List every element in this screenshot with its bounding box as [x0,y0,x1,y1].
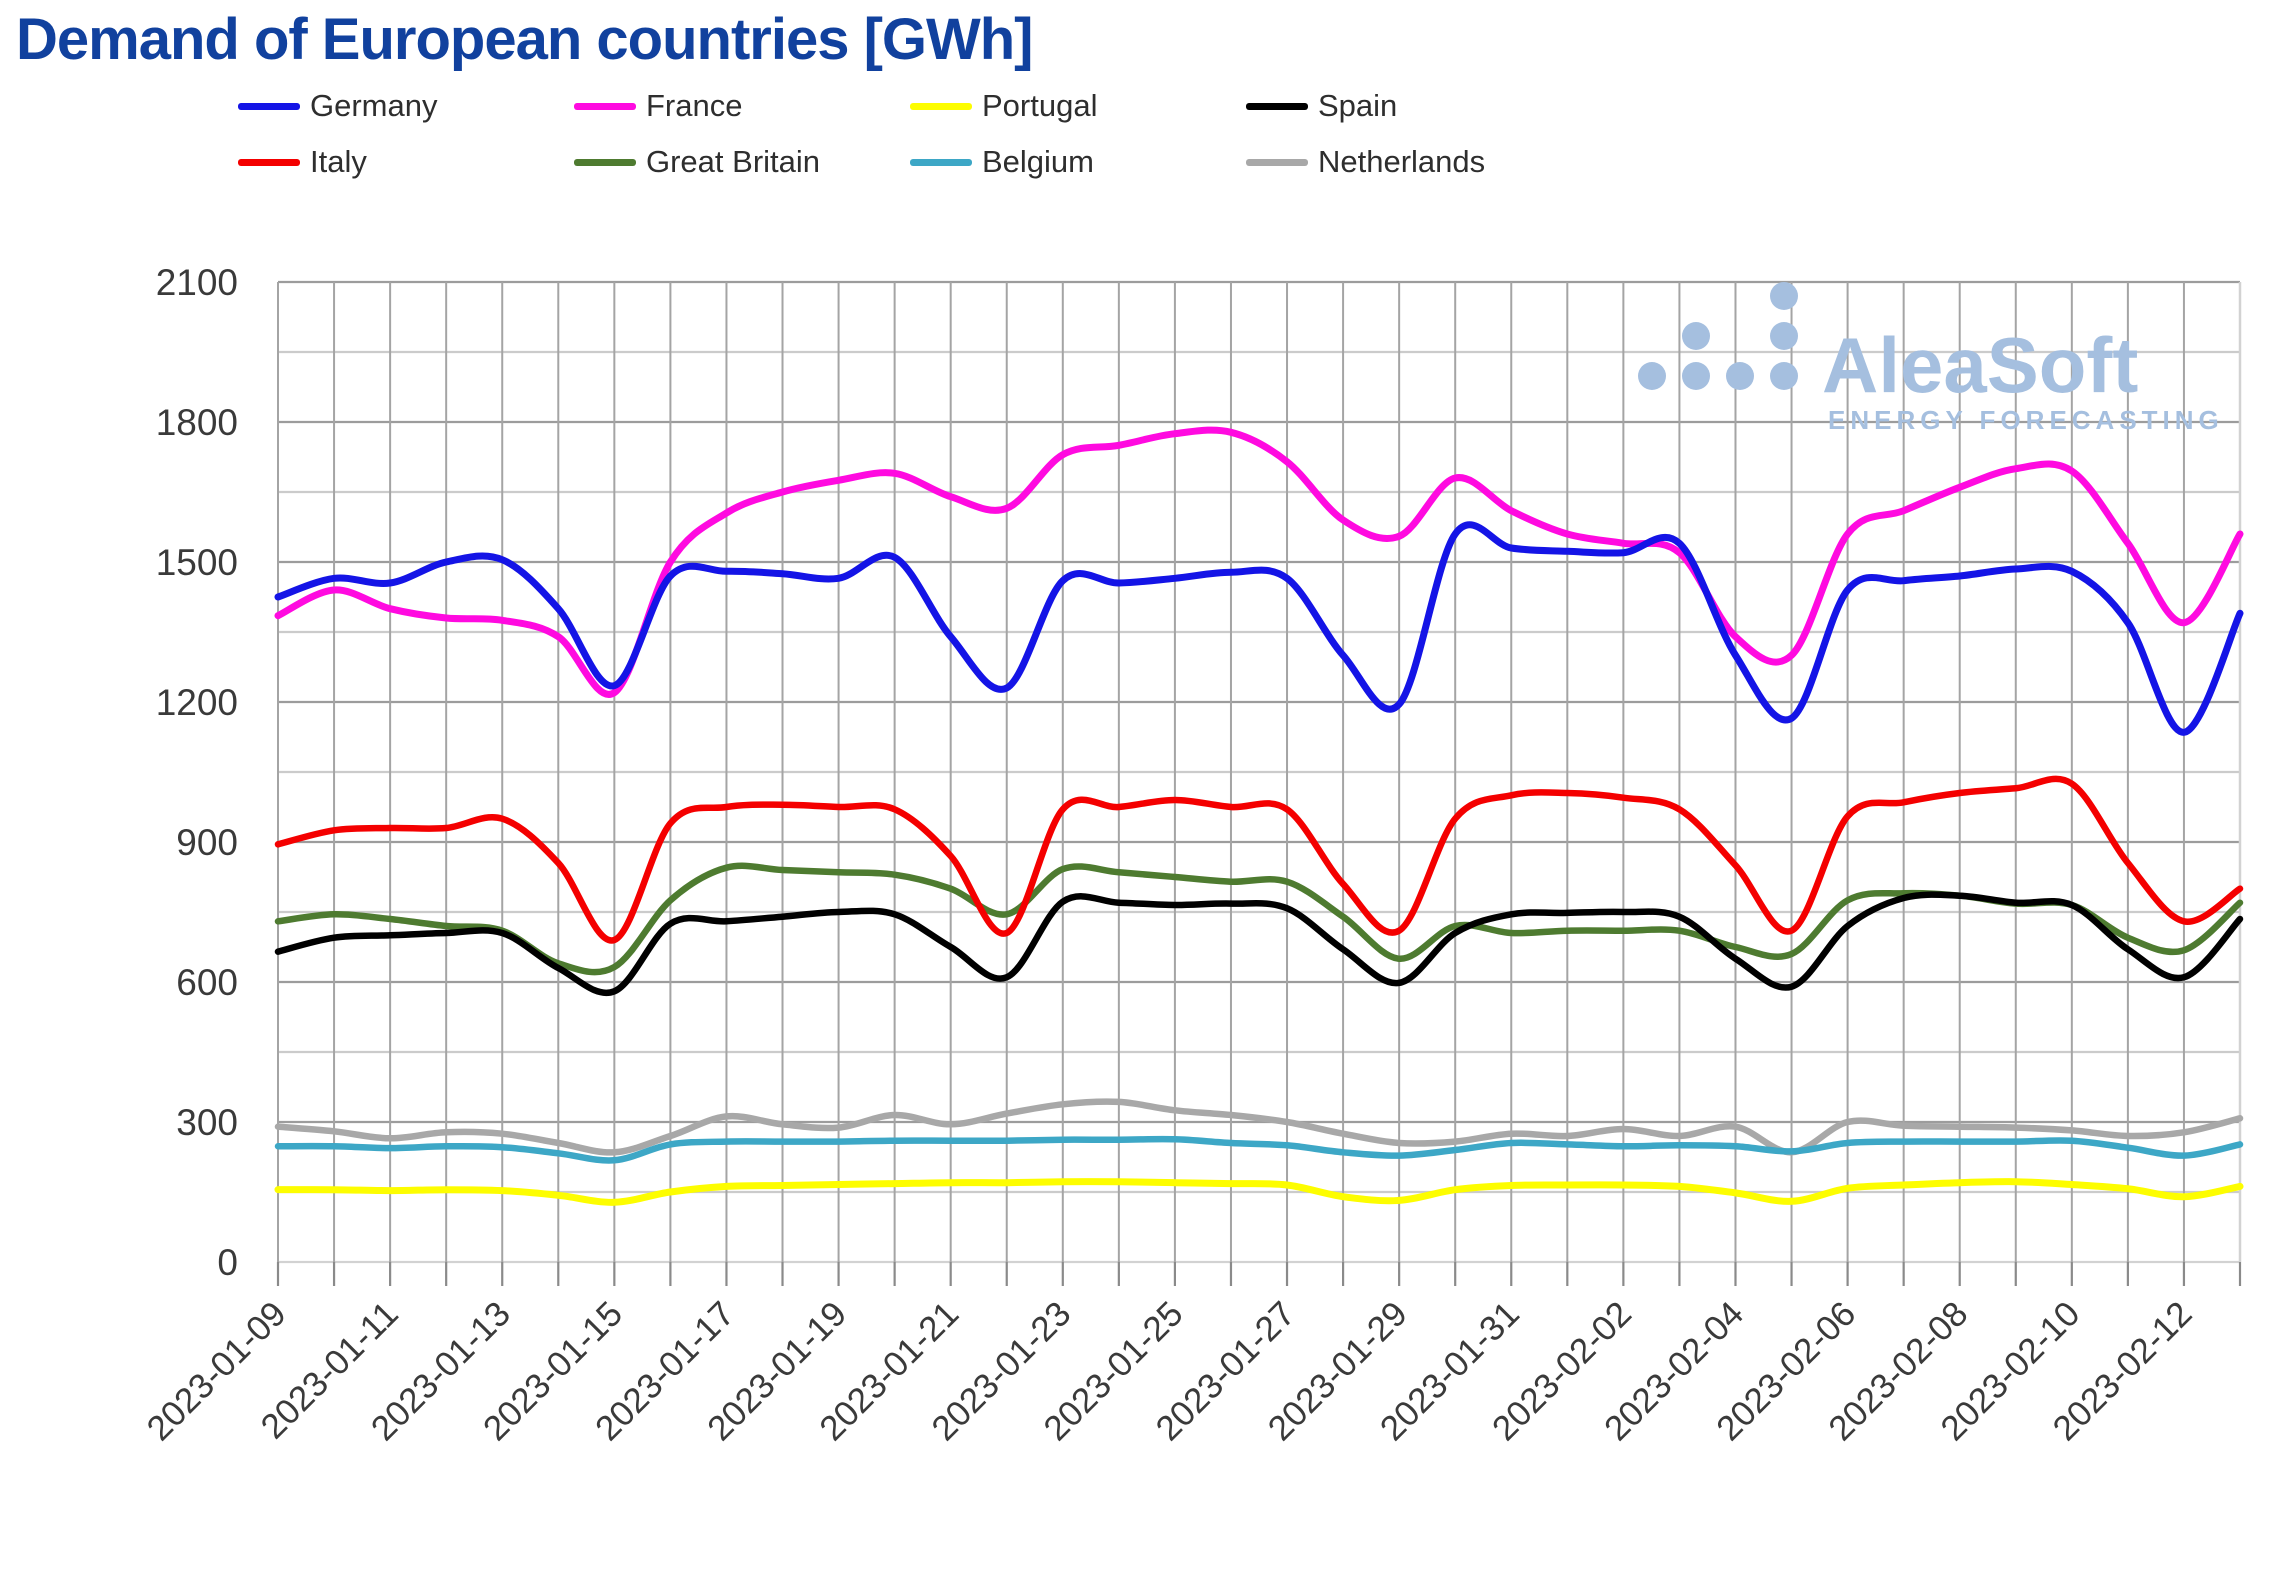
logo-dots-icon [1770,322,1798,350]
series-line-italy [274,775,2244,944]
legend-item-portugal: Portugal [910,86,1246,126]
series-line-netherlands [274,1098,2244,1156]
legend-swatch-icon [574,158,636,166]
series-line-spain [274,891,2244,997]
series-line-portugal [274,1178,2244,1206]
series-line-france [274,426,2244,698]
legend-swatch-icon [1246,102,1308,110]
legend-item-belgium: Belgium [910,142,1246,182]
logo-dots-icon [1726,362,1754,390]
series-line-belgium [274,1135,2244,1164]
legend-label: Portugal [982,88,1098,123]
legend-swatch-icon [910,158,972,166]
legend-label: Great Britain [646,144,821,179]
logo-dots-icon [1682,322,1710,350]
legend-label: Germany [310,88,438,123]
legend-label: Italy [310,144,367,179]
y-axis-label: 1500 [156,542,238,583]
logo-dots-icon [1638,362,1666,390]
legend-item-italy: Italy [238,142,574,182]
legend-swatch-icon [238,158,300,166]
legend-label: Spain [1318,88,1398,123]
legend-swatch-icon [238,102,300,110]
series-line-germany [274,521,2244,736]
y-axis-label: 0 [217,1242,238,1283]
page-title: Demand of European countries [GWh] [16,7,1033,72]
y-axis-label: 1200 [156,682,238,723]
legend-item-germany: Germany [238,86,574,126]
y-axis-label: 900 [176,822,238,863]
logo-wordmark: AleaSoft [1822,321,2138,409]
y-axis-label: 2100 [156,262,238,303]
legend-item-france: France [574,86,910,126]
logo-subtitle: ENERGY FORECASTING [1828,405,2224,435]
chart-legend: Germany France Portugal Spain Italy Great Bri… [238,86,1638,182]
series-line-great-britain [274,862,2244,976]
logo-dots-icon [1770,282,1798,310]
logo-dots-icon [1770,362,1798,390]
legend-label: France [646,88,743,123]
y-axis-label: 1800 [156,402,238,443]
legend-item-great-britain: Great Britain [574,142,910,182]
legend-item-spain: Spain [1246,86,1582,126]
y-axis-label: 600 [176,962,238,1003]
legend-swatch-icon [1246,158,1308,166]
logo-dots-icon [1682,362,1710,390]
legend-label: Netherlands [1318,144,1486,179]
legend-swatch-icon [574,102,636,110]
legend-swatch-icon [910,102,972,110]
legend-label: Belgium [982,144,1094,179]
legend-item-netherlands: Netherlands [1246,142,1582,182]
y-axis-label: 300 [176,1102,238,1143]
